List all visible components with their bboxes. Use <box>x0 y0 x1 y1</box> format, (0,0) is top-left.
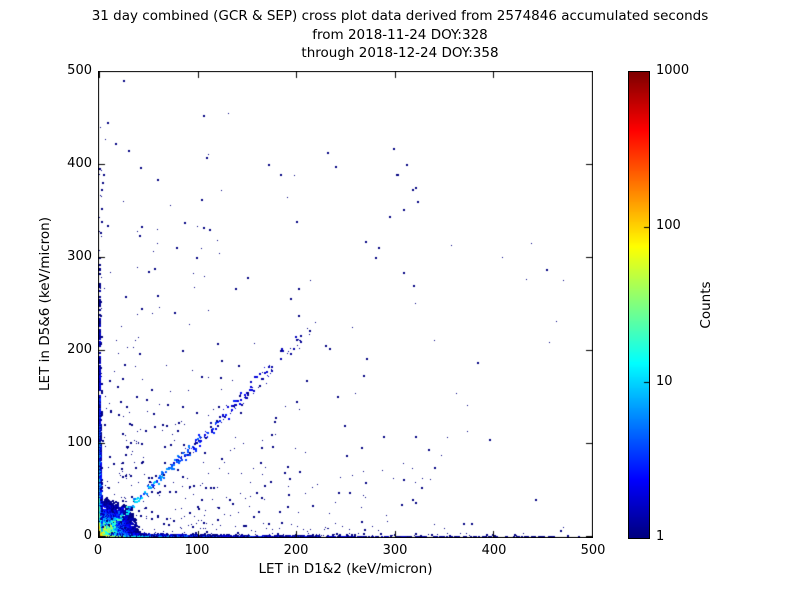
y-axis-label: LET in D5&6 (keV/micron) <box>37 217 53 391</box>
colorbar-ticks: 1000 100 10 1 <box>656 63 704 544</box>
chart-title-line3: through 2018-12-24 DOY:358 <box>301 45 499 61</box>
chart-title-line2: from 2018-11-24 DOY:328 <box>312 26 488 43</box>
y-tick-label: 500 <box>67 63 92 78</box>
colorbar-tick-label: 10 <box>656 373 673 389</box>
colorbar-tick-label: 1 <box>656 529 665 544</box>
colorbar-tick-label: 1000 <box>656 63 690 78</box>
x-tick-label: 200 <box>283 543 309 558</box>
chart-title: 31 day combined (GCR & SEP) cross plot d… <box>0 7 800 63</box>
colorbar-label: Counts <box>698 281 714 329</box>
chart-title-line1: 31 day combined (GCR & SEP) cross plot d… <box>91 8 709 24</box>
x-tick-label: 100 <box>184 543 210 558</box>
y-tick-label: 0 <box>83 528 92 543</box>
colorbar-tick-label: 100 <box>656 218 681 234</box>
x-axis-label: LET in D1&2 (keV/micron) <box>258 561 433 577</box>
y-tick-label: 200 <box>67 342 92 357</box>
x-tick-label: 0 <box>93 543 103 558</box>
x-tick-label: 300 <box>382 543 408 558</box>
colorbar <box>628 71 650 539</box>
x-tick-label: 500 <box>580 543 606 558</box>
x-axis-ticks: 0 100 200 300 400 500 <box>94 543 606 561</box>
y-tick-label: 400 <box>67 156 92 171</box>
y-axis-ticks: 0 100 200 300 400 500 <box>42 63 92 543</box>
y-tick-label: 300 <box>67 249 92 264</box>
plot-area <box>98 71 593 538</box>
scatter-canvas <box>98 71 593 538</box>
x-tick-label: 400 <box>481 543 507 558</box>
y-tick-label: 100 <box>67 435 92 450</box>
colorbar-gradient-canvas <box>629 72 649 538</box>
